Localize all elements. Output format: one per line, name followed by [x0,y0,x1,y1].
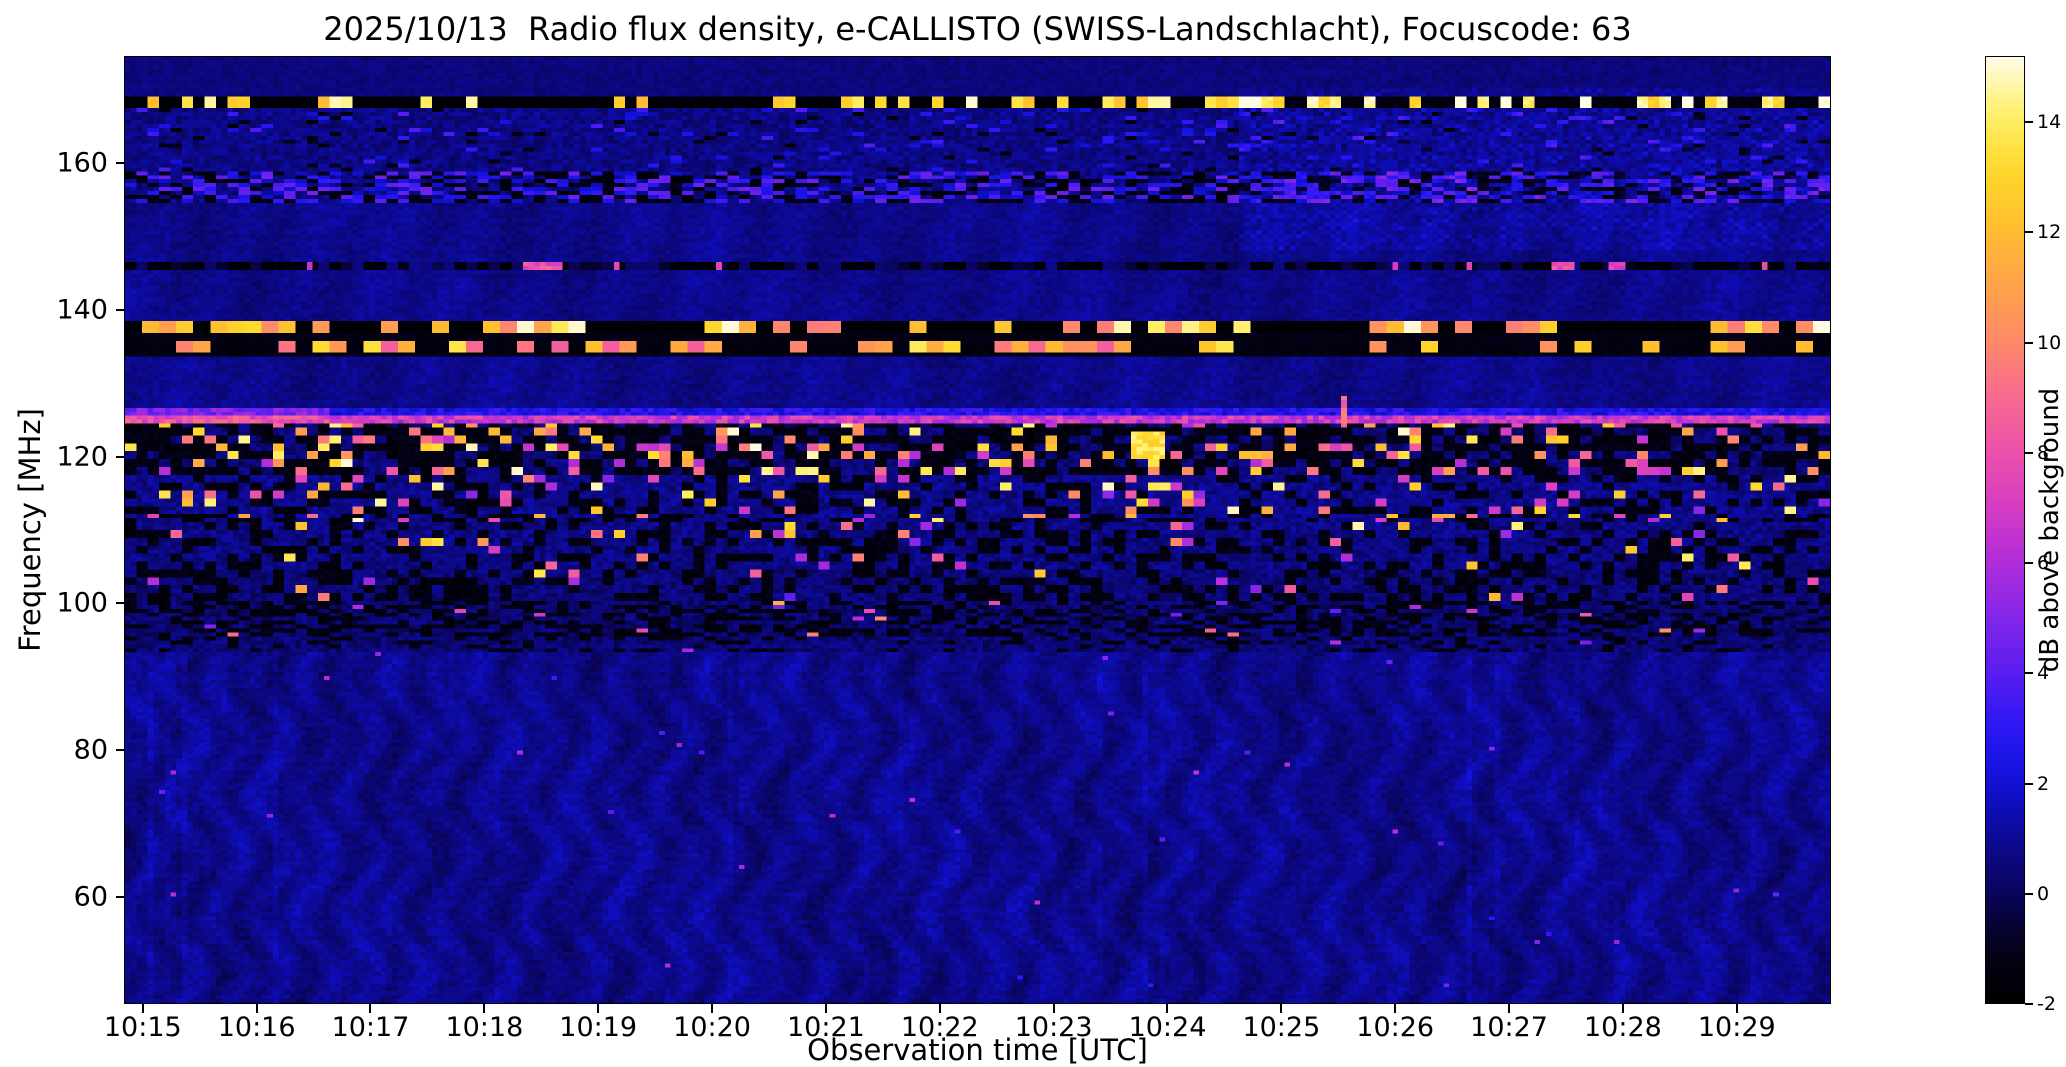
y-tick-mark [116,161,124,164]
colorbar-tick-mark [2025,672,2033,675]
colorbar-tick-marks [2025,56,2033,1005]
x-tick-label: 10:29 [1697,1012,1776,1043]
colorbar-tick-label: 6 [2037,552,2050,575]
x-tick-mark [711,1004,714,1013]
x-tick-label: 10:28 [1584,1012,1662,1043]
x-tick-mark [1735,1004,1738,1013]
plot-area [124,56,1831,1004]
colorbar-tick-mark [2025,231,2033,234]
colorbar-tick-mark [2025,782,2033,785]
chart-title: 2025/10/13 Radio flux density, e-CALLIST… [323,10,1632,48]
spectrogram-canvas [125,57,1830,1003]
colorbar-label: dB above background [2035,387,2065,673]
colorbar-tick-label: 4 [2037,662,2050,685]
colorbar-tick-label: -2 [2037,993,2056,1015]
colorbar-tick-label: 14 [2037,111,2062,134]
y-tick-label: 160 [56,147,108,179]
x-axis-label: Observation time [UTC] [807,1033,1148,1067]
x-tick-mark [1052,1004,1055,1013]
x-tick-label: 10:21 [787,1012,865,1043]
x-tick-mark [1280,1004,1283,1013]
x-tick-mark [597,1004,600,1013]
y-tick-mark [116,602,124,605]
x-tick-marks [124,1004,1831,1013]
x-tick-label: 10:23 [1014,1012,1093,1043]
colorbar-tick-mark [2025,341,2033,344]
colorbar-tick-mark [2025,892,2033,895]
x-tick-mark [255,1004,258,1013]
x-tick-label: 10:24 [1128,1012,1207,1043]
y-tick-labels: 160 140 120 100 80 60 [0,56,114,1004]
x-tick-mark [1394,1004,1397,1013]
x-tick-mark [1166,1004,1169,1013]
y-tick-label: 140 [56,294,108,326]
x-tick-label: 10:16 [217,1012,296,1043]
x-tick-label: 10:20 [673,1012,751,1043]
y-tick-label: 80 [73,734,108,766]
colorbar-gradient [1986,57,2024,1003]
x-tick-label: 10:22 [900,1012,979,1043]
x-tick-mark [824,1004,827,1013]
x-tick-labels: 10:15 10:16 10:17 10:18 10:19 10:20 10:21 10:22… [104,1012,1831,1043]
y-tick-label: 60 [73,881,108,913]
x-tick-label: 10:18 [445,1012,524,1043]
x-tick-label: 10:15 [103,1012,182,1043]
x-tick-label: 10:25 [1242,1012,1321,1043]
y-tick-mark [116,749,124,752]
colorbar-tick-mark [2025,121,2033,124]
colorbar-tick-label: 10 [2037,331,2062,354]
y-tick-label: 100 [56,587,108,619]
colorbar [1985,56,2025,1004]
x-tick-mark [938,1004,941,1013]
x-tick-mark [141,1004,144,1013]
colorbar-tick-label: 2 [2037,772,2050,795]
colorbar-tick-labels: -2 0 2 4 6 8 10 12 14 [2037,56,2066,1015]
x-tick-mark [369,1004,372,1013]
x-tick-mark [1508,1004,1511,1013]
colorbar-tick-label: 8 [2037,441,2050,464]
x-tick-label: 10:19 [559,1012,638,1043]
colorbar-tick-mark [2025,451,2033,454]
y-tick-marks [116,56,124,1004]
y-tick-label: 120 [56,441,108,472]
x-tick-mark [483,1004,486,1013]
x-tick-label: 10:26 [1356,1012,1435,1043]
y-tick-mark [116,455,124,458]
colorbar-tick-label: 12 [2037,221,2062,244]
colorbar-tick-mark [2025,562,2033,565]
x-tick-label: 10:17 [331,1012,410,1043]
x-tick-label: 10:27 [1470,1012,1548,1043]
y-tick-mark [116,308,124,311]
colorbar-tick-mark [2025,1003,2033,1005]
colorbar-tick-label: 0 [2037,882,2050,905]
x-tick-mark [1621,1004,1624,1013]
y-tick-mark [116,896,124,899]
